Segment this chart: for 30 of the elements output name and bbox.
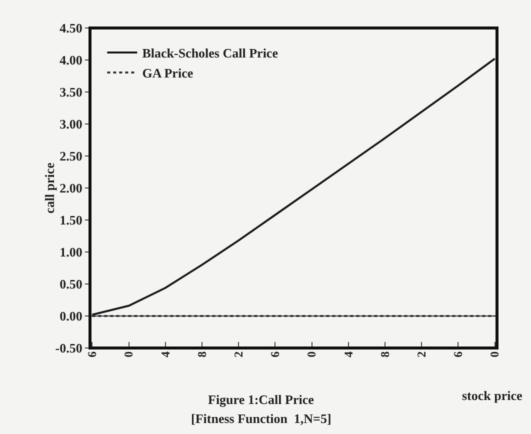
x-tick-label: 0 [304,351,319,358]
y-tick-label: 1.00 [60,244,82,260]
y-tick-label: 3.00 [60,116,82,132]
x-tick-label: 6 [268,351,282,358]
x-tick-label: 6 [451,351,466,358]
y-tick-label: 4.00 [60,52,82,68]
x-tick-label: 2 [414,351,428,358]
x-tick-label: 6 [85,351,100,358]
x-tick-label: 8 [194,351,209,358]
x-tick-label: 4 [341,351,356,358]
line-series [91,58,496,316]
x-tick-label: 8 [378,351,392,358]
x-tick-label: 2 [232,351,246,358]
y-axis-title: call price [42,162,57,214]
x-tick-label: 0 [122,351,136,358]
legend-label: GA Price [142,66,194,81]
y-tick-label: 3.50 [60,84,82,100]
text: Figure 1:Call Price [208,392,314,407]
y-tick-label: 2.50 [60,148,82,164]
x-axis-title: stock price [462,388,523,403]
y-tick-label: 4.50 [60,20,82,36]
x-tick-label: 0 [488,351,502,358]
y-tick-label: 1.50 [60,212,82,228]
x-tick-label: 4 [158,351,172,358]
y-tick-label: -0.50 [55,340,82,356]
y-tick-label: 2.00 [60,180,82,196]
legend-label: Black-Scholes Call Price [142,46,278,61]
text: [Fitness Function 1,N=5] [191,411,332,426]
y-tick-label: 0.00 [60,308,82,324]
y-tick-label: 0.50 [60,276,82,292]
